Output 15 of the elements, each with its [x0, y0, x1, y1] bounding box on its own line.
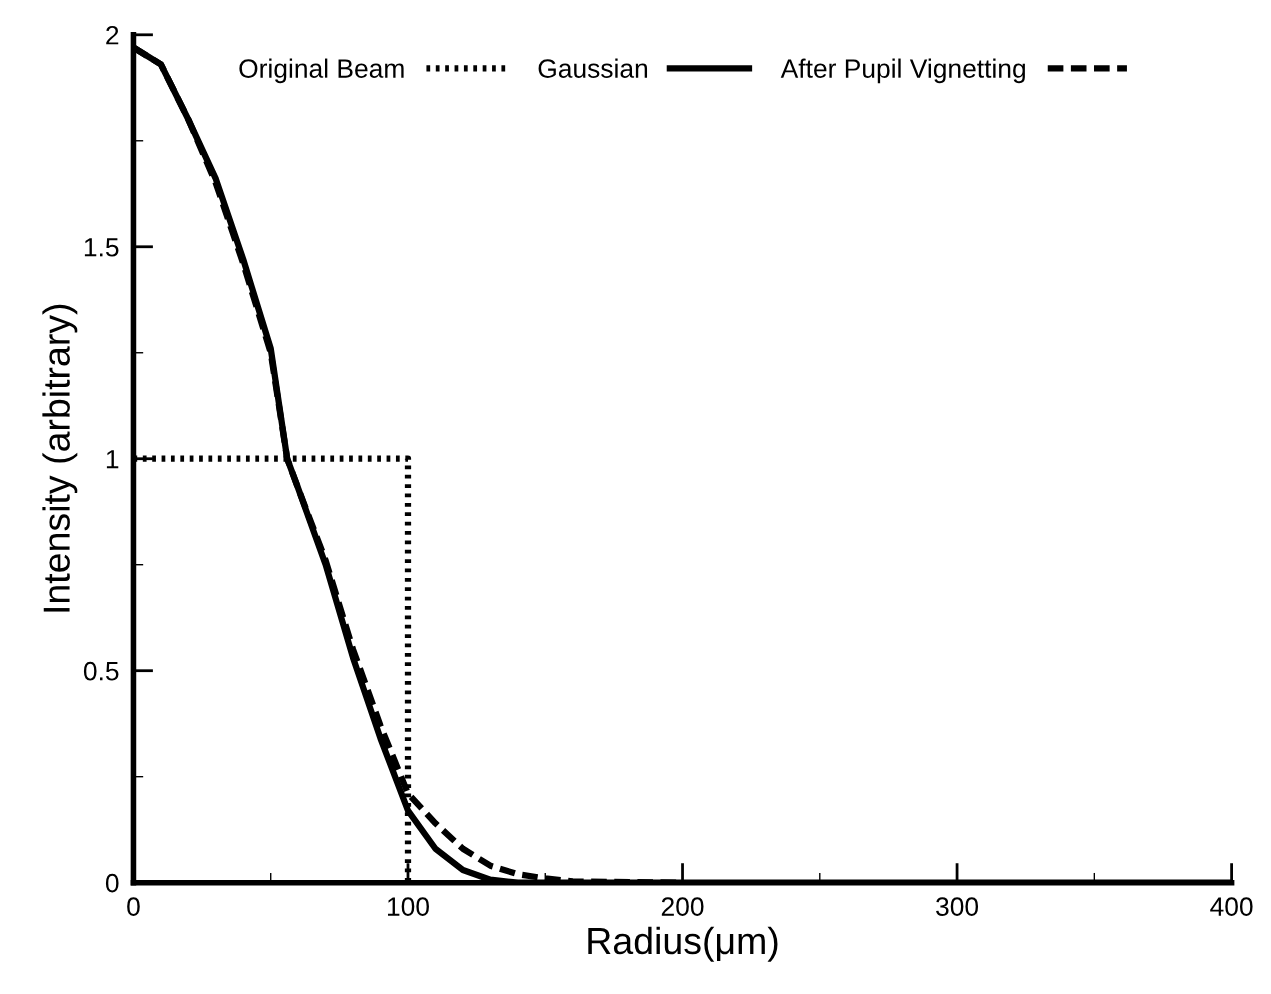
y-tick-label: 1 [106, 450, 119, 469]
y-tick-label: 0 [105, 873, 119, 893]
x-tick-label: 400 [1210, 897, 1253, 916]
y-axis-title: Intensity (arbitrary) [42, 304, 78, 612]
y-tick-label: 0.5 [83, 661, 119, 681]
x-tick-label: 0 [127, 897, 140, 916]
x-tick-label: 300 [936, 897, 979, 916]
x-tick-label: 200 [661, 897, 704, 916]
x-axis-title: Radius(μm) [588, 926, 778, 962]
y-tick-label: 2 [106, 25, 119, 45]
legend-label: Original Beam [239, 58, 404, 84]
legend-label: Gaussian [538, 58, 648, 78]
y-tick-label: 1.5 [84, 238, 119, 257]
x-tick-label: 100 [387, 897, 429, 916]
legend-label: After Pupil Vignetting [780, 58, 1025, 84]
